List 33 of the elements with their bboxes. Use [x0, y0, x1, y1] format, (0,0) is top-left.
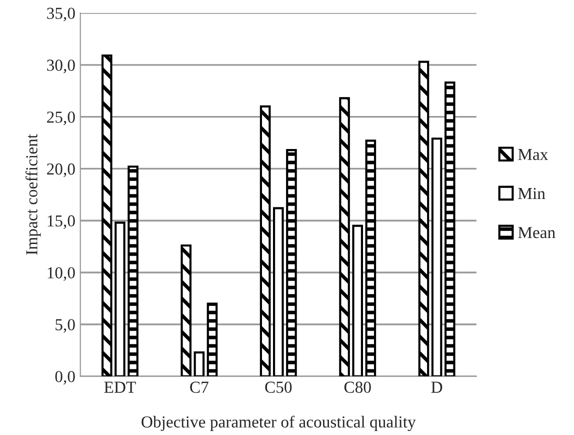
legend-label: Max [518, 149, 548, 160]
x-tick-label: D [431, 382, 442, 393]
bar [339, 97, 350, 376]
bar [444, 82, 456, 376]
y-tick-label: 30,0 [47, 60, 75, 74]
bar [286, 148, 297, 376]
bar [365, 140, 376, 376]
y-axis-title: Impact coefficient [25, 134, 41, 255]
bar [180, 244, 192, 376]
x-axis-title: Objective parameter of acoustical quality [142, 416, 416, 432]
bar [272, 207, 284, 376]
bar [128, 166, 138, 376]
bar [101, 54, 112, 376]
bar [206, 302, 218, 376]
bar [431, 138, 442, 376]
bar [352, 224, 364, 376]
bar [260, 105, 271, 376]
y-tick-label: 35,0 [47, 8, 75, 22]
bar [194, 351, 205, 376]
x-tick-label: C80 [344, 382, 371, 393]
y-tick-label: 25,0 [47, 112, 75, 126]
bar [114, 222, 126, 376]
y-tick-label: 5,0 [56, 319, 75, 333]
x-tick-label: EDT [104, 382, 136, 393]
legend-label: Min [518, 188, 546, 199]
y-tick-label: 15,0 [48, 215, 75, 229]
legend-label: Mean [518, 227, 556, 238]
x-tick-label: C50 [265, 382, 292, 393]
y-tick-label: 10,0 [48, 267, 75, 281]
y-tick-label: 20,0 [47, 163, 75, 178]
x-tick-label: C7 [190, 382, 208, 393]
bar [418, 60, 430, 376]
y-tick-label: 0,0 [55, 370, 75, 385]
